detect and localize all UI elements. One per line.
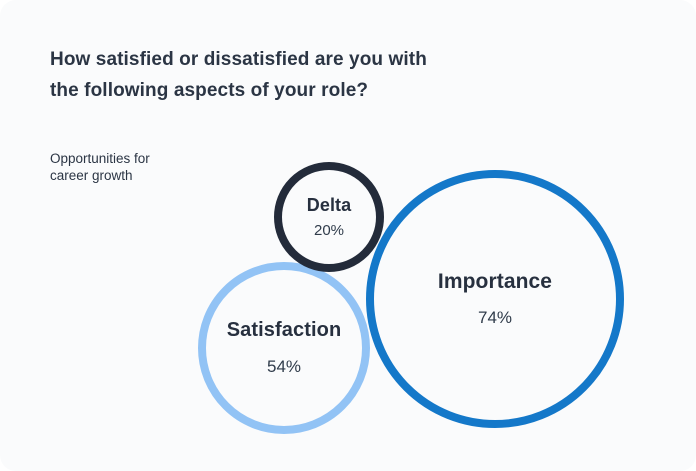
bubble-delta-value: 20% bbox=[313, 222, 345, 239]
category-label-line2: career growth bbox=[50, 168, 133, 183]
bubble-importance-value: 74% bbox=[477, 308, 513, 327]
bubble-satisfaction-value: 54% bbox=[266, 357, 302, 376]
bubble-importance-label: Importance bbox=[437, 270, 553, 293]
bubble-delta[interactable]: Delta 20% bbox=[274, 162, 384, 272]
question-title-line2: the following aspects of your role? bbox=[50, 80, 369, 101]
bubble-satisfaction-label: Satisfaction bbox=[226, 319, 342, 341]
question-title-line1: How satisfied or dissatisfied are you wi… bbox=[50, 49, 427, 70]
question-title: How satisfied or dissatisfied are you wi… bbox=[50, 44, 427, 106]
bubble-importance[interactable]: Importance 74% bbox=[366, 170, 624, 428]
bubble-satisfaction[interactable]: Satisfaction 54% bbox=[198, 262, 370, 434]
category-label: Opportunities for career growth bbox=[50, 150, 150, 184]
category-label-line1: Opportunities for bbox=[50, 151, 150, 166]
bubble-delta-label: Delta bbox=[306, 195, 352, 215]
